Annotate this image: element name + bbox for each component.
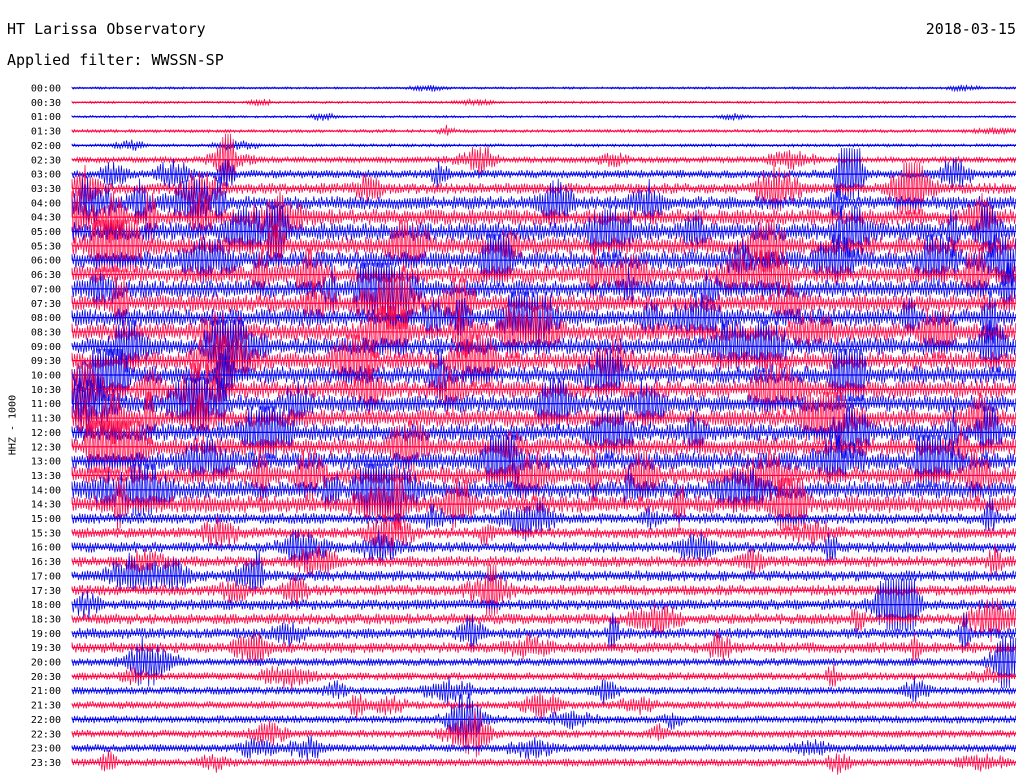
seismic-trace (71, 248, 1017, 301)
time-label: 00:00 (31, 84, 61, 95)
time-label: 07:00 (31, 284, 61, 295)
time-label: 15:00 (31, 514, 61, 525)
seismic-trace (71, 277, 1017, 330)
station-title: HT Larissa Observatory (7, 20, 206, 38)
seismic-trace (71, 629, 1017, 667)
time-label: 03:30 (31, 184, 61, 195)
time-label: 20:30 (31, 672, 61, 683)
seismic-trace (71, 463, 1017, 516)
time-label: 11:30 (31, 414, 61, 425)
time-label: 01:00 (31, 112, 61, 123)
time-label: 02:00 (31, 141, 61, 152)
time-label: 21:00 (31, 686, 61, 697)
seismic-trace (71, 529, 1017, 566)
seismic-trace (71, 735, 1017, 761)
time-label: 06:30 (31, 270, 61, 281)
time-label: 23:00 (31, 744, 61, 755)
seismic-trace (71, 148, 1017, 201)
seismic-trace (71, 495, 1017, 542)
time-label: 05:30 (31, 241, 61, 252)
time-label: 16:00 (31, 543, 61, 554)
time-label: 14:00 (31, 485, 61, 496)
time-label: 13:30 (31, 471, 61, 482)
seismic-trace (71, 176, 1017, 229)
time-label: 17:30 (31, 586, 61, 597)
time-label: 04:00 (31, 198, 61, 209)
seismic-trace (71, 549, 1017, 595)
seismic-trace (71, 124, 1017, 136)
time-label: 01:30 (31, 127, 61, 138)
seismic-trace (71, 514, 1017, 556)
date-label: 2018-03-15 (925, 20, 1016, 38)
seismic-trace (71, 234, 1017, 287)
seismic-trace (71, 612, 1017, 653)
time-label: 17:00 (31, 571, 61, 582)
seismic-trace (71, 663, 1017, 691)
time-label: 19:30 (31, 643, 61, 654)
time-label: 15:30 (31, 528, 61, 539)
time-label: 18:30 (31, 614, 61, 625)
time-label: 05:00 (31, 227, 61, 238)
time-label: 02:30 (31, 155, 61, 166)
time-label: 13:00 (31, 457, 61, 468)
time-label: 12:00 (31, 428, 61, 439)
time-label: 08:00 (31, 313, 61, 324)
seismic-trace (71, 435, 1017, 488)
time-label: 14:30 (31, 500, 61, 511)
time-label: 23:30 (31, 758, 61, 769)
time-label: 19:00 (31, 629, 61, 640)
time-label: 09:00 (31, 342, 61, 353)
time-label: 10:00 (31, 371, 61, 382)
time-label: 21:30 (31, 701, 61, 712)
time-label: 22:00 (31, 715, 61, 726)
time-label: 11:00 (31, 399, 61, 410)
filter-label: Applied filter: WWSSN-SP (7, 51, 224, 69)
time-label: 20:00 (31, 658, 61, 669)
time-label: 08:30 (31, 327, 61, 338)
time-label: 18:00 (31, 600, 61, 611)
time-label: 16:30 (31, 557, 61, 568)
time-label: 06:00 (31, 256, 61, 267)
time-label: 00:30 (31, 98, 61, 109)
time-label: 10:30 (31, 385, 61, 396)
seismic-trace (71, 691, 1017, 721)
time-label: 03:00 (31, 170, 61, 181)
time-label: 09:30 (31, 356, 61, 367)
seismic-trace (71, 544, 1017, 577)
time-label: 07:30 (31, 299, 61, 310)
seismic-trace (71, 597, 1017, 643)
time-label: 04:30 (31, 213, 61, 224)
time-label: 22:30 (31, 729, 61, 740)
time-label: 12:30 (31, 442, 61, 453)
